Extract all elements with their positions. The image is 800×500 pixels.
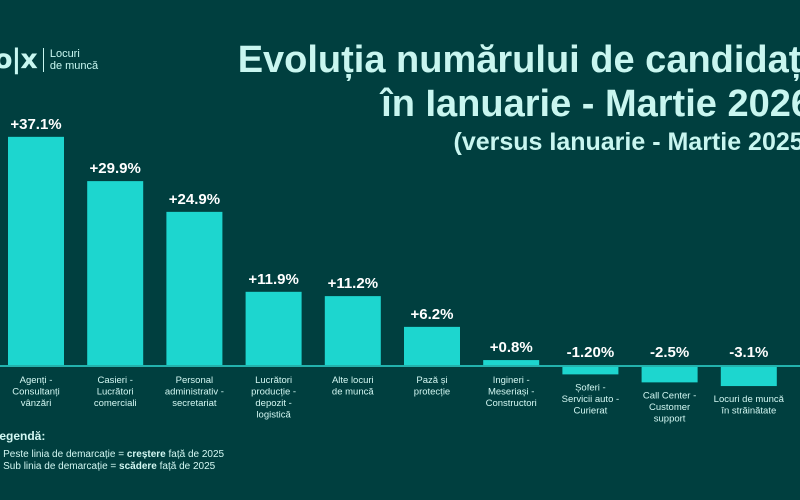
bar [641, 367, 698, 383]
category-label: Șoferi - [575, 382, 606, 393]
category-label: Servicii auto - [562, 394, 620, 405]
bar [8, 136, 64, 365]
legend-title: Legendă: [0, 429, 46, 443]
category-label: producție - [251, 387, 296, 398]
category-label: depozit - [255, 398, 291, 409]
bar [87, 181, 144, 365]
category-label: Customer [649, 402, 690, 413]
category-label: administrativ - [165, 387, 224, 398]
title-line1: Evoluția numărului de candidați [237, 39, 800, 81]
olx-logo: o|x Locuri de muncă [0, 44, 98, 75]
data-label: -3.1% [729, 344, 768, 361]
category-label: de muncă [332, 387, 374, 398]
category-label: Agenți - [20, 375, 53, 386]
data-label: +37.1% [10, 116, 61, 133]
category-label: Meseriași - [488, 387, 534, 398]
data-label: +24.9% [169, 191, 220, 208]
category-label: în străinătate [720, 406, 776, 417]
bar [404, 326, 460, 365]
logo-line1: Locuri [49, 47, 80, 60]
category-label: Call Center - [643, 390, 696, 401]
category-label: Casieri - [98, 375, 133, 386]
category-label: support [654, 413, 686, 424]
category-label: vânzări [21, 398, 52, 409]
bar [720, 367, 777, 387]
category-label: logistică [256, 410, 291, 421]
category-label: comerciali [94, 398, 137, 409]
bar [245, 291, 302, 365]
category-label: Lucrători [255, 375, 292, 386]
logo-line2: de muncă [49, 59, 99, 72]
bar [166, 211, 223, 365]
bar [483, 360, 540, 365]
chart-title: Evoluția numărului de candidați în Ianua… [238, 38, 800, 158]
category-label: Constructori [486, 398, 537, 409]
legend-item: 1. Peste linia de demarcație = creștere … [0, 449, 225, 460]
data-label: +29.9% [90, 160, 141, 177]
data-label: +0.8% [490, 339, 533, 356]
category-label: Ingineri - [493, 375, 530, 386]
category-label: Pază și [416, 375, 447, 386]
category-label: Consultanți [12, 387, 60, 398]
title-line3: (versus Ianuarie - Martie 2025) [453, 128, 800, 156]
logo-mark: o|x [0, 44, 38, 75]
category-label: Curierat [574, 405, 608, 416]
logo-text: Locuri de muncă [50, 48, 98, 72]
data-label: +6.2% [411, 306, 454, 323]
data-label: +11.9% [248, 271, 298, 288]
category-label: Personal [176, 375, 214, 386]
bar [324, 296, 381, 365]
legend-item: 2. Sub linia de demarcație = scădere faț… [0, 461, 216, 472]
category-label: secretariat [172, 398, 217, 409]
title-line2: în Ianuarie - Martie 2026 [381, 83, 800, 125]
data-label: -2.5% [650, 344, 689, 361]
category-label: Locuri de muncă [714, 394, 785, 405]
legend: Legendă: 1. Peste linia de demarcație = … [0, 429, 224, 473]
category-label: protecție [414, 387, 450, 398]
logo-divider [42, 47, 44, 72]
bar [562, 367, 619, 375]
data-label: -1.20% [567, 344, 615, 361]
data-label: +11.2% [328, 275, 378, 292]
category-label: Alte locuri [332, 375, 374, 386]
category-label: Lucrători [97, 387, 134, 398]
